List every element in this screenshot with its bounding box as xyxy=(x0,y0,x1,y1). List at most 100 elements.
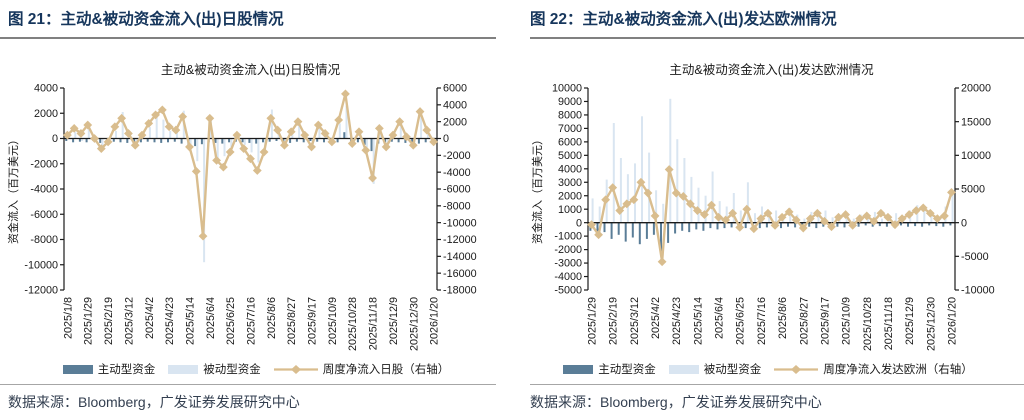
x-tick-label: 2025/4/2 xyxy=(650,297,662,339)
data-source-note: 数据来源：Bloomberg，广发证券发展研究中心 xyxy=(530,394,822,410)
header-divider xyxy=(530,37,1024,39)
legend-label: 周度净流入发达欧洲（右轴） xyxy=(823,364,973,376)
x-tick-label: 2025/1/29 xyxy=(83,297,95,345)
figure-21-header: 图 21：主动&被动资金流入(出)日股情况 xyxy=(8,11,284,28)
legend-item: 被动型资金 xyxy=(668,361,762,377)
x-tick-label: 2026/1/20 xyxy=(429,297,441,345)
svg-text:2000: 2000 xyxy=(443,116,467,128)
svg-text:0: 0 xyxy=(443,133,449,145)
svg-text:-8000: -8000 xyxy=(443,200,471,212)
svg-text:-16000: -16000 xyxy=(443,268,477,280)
x-tick-label: 2025/10/28 xyxy=(862,297,874,351)
legend-label: 被动型资金 xyxy=(203,364,261,376)
x-tick-label: 2025/11/18 xyxy=(368,297,380,350)
svg-text:20000: 20000 xyxy=(961,83,991,95)
x-tick-label: 2025/12/30 xyxy=(408,297,420,351)
svg-text:-2000: -2000 xyxy=(443,150,471,162)
x-tick-label: 2025/7/16 xyxy=(246,297,258,345)
svg-text:6000: 6000 xyxy=(558,136,582,148)
svg-text:3000: 3000 xyxy=(558,177,582,189)
legend-item: 被动型资金 xyxy=(168,361,261,377)
footer-divider xyxy=(530,384,1024,386)
japan-flow-chart: 主动&被动资金流入(出)日股情况 资金流入（百万美元） -12000 -10000 -8… xyxy=(0,44,512,360)
svg-text:0: 0 xyxy=(576,217,582,229)
svg-text:-6000: -6000 xyxy=(30,209,58,221)
svg-text:-18000: -18000 xyxy=(443,285,477,297)
svg-text:-2000: -2000 xyxy=(30,158,58,170)
footer-divider xyxy=(0,384,496,386)
legend-line-swatch xyxy=(273,364,318,374)
x-tick-label: 2025/6/25 xyxy=(225,297,237,345)
svg-text:-5000: -5000 xyxy=(554,285,582,297)
svg-text:4000: 4000 xyxy=(443,99,467,111)
x-tick-label: 2025/8/6 xyxy=(266,297,278,339)
x-tick-label: 2025/2/19 xyxy=(103,297,115,345)
svg-text:4000: 4000 xyxy=(34,83,58,95)
svg-text:-8000: -8000 xyxy=(30,234,58,246)
x-tick-label: 2025/6/4 xyxy=(205,297,217,339)
data-source-note: 数据来源：Bloomberg，广发证券发展研究中心 xyxy=(8,394,300,410)
x-tick-label: 2025/10/28 xyxy=(347,297,359,351)
x-tick-label: 2025/12/9 xyxy=(388,297,400,345)
svg-text:-5000: -5000 xyxy=(961,251,989,263)
net-flow-markers xyxy=(587,165,956,267)
svg-text:-4000: -4000 xyxy=(443,167,471,179)
x-tick-label: 2025/8/27 xyxy=(286,297,298,345)
y-axis-label: 资金流入（百万美元） xyxy=(530,134,544,244)
x-tick-label: 2025/11/18 xyxy=(883,297,895,350)
svg-text:-2000: -2000 xyxy=(554,244,582,256)
x-tick-label: 2025/1/29 xyxy=(587,297,599,345)
svg-text:1000: 1000 xyxy=(558,204,582,216)
passive-fund-bars xyxy=(591,98,954,223)
x-tick-label: 2025/5/14 xyxy=(184,297,196,345)
figure-22-header: 图 22：主动&被动资金流入(出)发达欧洲情况 xyxy=(530,11,837,28)
legend-bar-swatch xyxy=(668,364,699,374)
legend-bar-swatch xyxy=(168,364,199,374)
x-tick-label: 2025/9/17 xyxy=(819,297,831,345)
x-tick-label: 2025/10/9 xyxy=(841,297,853,345)
svg-text:-12000: -12000 xyxy=(443,234,477,246)
svg-text:10000: 10000 xyxy=(961,150,991,162)
svg-text:-10000: -10000 xyxy=(961,285,995,297)
svg-text:-10000: -10000 xyxy=(443,217,477,229)
figure-21-panel: 图 21：主动&被动资金流入(出)日股情况 主动&被动资金流入(出)日股情况 资金… xyxy=(0,11,512,410)
svg-text:-6000: -6000 xyxy=(443,184,471,196)
svg-text:6000: 6000 xyxy=(443,83,467,95)
legend-item: 主动型资金 xyxy=(563,361,656,377)
europe-chart-legend: 主动型资金 被动型资金 周度净流入发达欧洲（右轴） xyxy=(512,361,1024,377)
x-tick-label: 2025/7/16 xyxy=(756,297,768,345)
europe-flow-chart: 主动&被动资金流入(出)发达欧洲情况资金流入（百万美元） -5000 -4000 -3… xyxy=(512,44,1024,360)
x-tick-label: 2025/8/6 xyxy=(777,297,789,339)
active-fund-bars xyxy=(589,222,952,253)
legend-label: 主动型资金 xyxy=(97,364,156,376)
svg-text:-1000: -1000 xyxy=(554,231,582,243)
svg-text:2000: 2000 xyxy=(558,190,582,202)
x-tick-label: 2025/4/23 xyxy=(671,297,683,345)
x-tick-label: 2025/8/27 xyxy=(798,297,810,345)
svg-text:5000: 5000 xyxy=(558,150,582,162)
x-tick-label: 2025/6/25 xyxy=(735,297,747,345)
svg-text:9000: 9000 xyxy=(558,96,582,108)
svg-text:4000: 4000 xyxy=(558,163,582,175)
legend-bar-swatch xyxy=(563,364,594,374)
svg-text:-10000: -10000 xyxy=(24,259,58,271)
x-tick-label: 2025/4/2 xyxy=(144,297,156,339)
svg-text:-4000: -4000 xyxy=(554,271,582,283)
x-tick-label: 2025/10/9 xyxy=(327,297,339,345)
legend-item: 周度净流入日股（右轴） xyxy=(273,361,450,377)
svg-text:-4000: -4000 xyxy=(30,184,58,196)
y-axis-label: 资金流入（百万美元） xyxy=(6,134,20,244)
net-flow-markers xyxy=(62,89,439,241)
legend-label: 被动型资金 xyxy=(703,364,762,376)
svg-text:-14000: -14000 xyxy=(443,251,477,263)
x-tick-label: 2025/1/8 xyxy=(62,297,74,339)
x-tick-label: 2025/12/9 xyxy=(904,297,916,345)
legend-line-swatch xyxy=(774,364,819,374)
legend-item: 周度净流入发达欧洲（右轴） xyxy=(774,361,973,377)
svg-text:7000: 7000 xyxy=(558,123,582,135)
legend-label: 周度净流入日股（右轴） xyxy=(322,364,450,376)
chart-title: 主动&被动资金流入(出)发达欧洲情况 xyxy=(669,62,874,77)
svg-text:-3000: -3000 xyxy=(554,258,582,270)
